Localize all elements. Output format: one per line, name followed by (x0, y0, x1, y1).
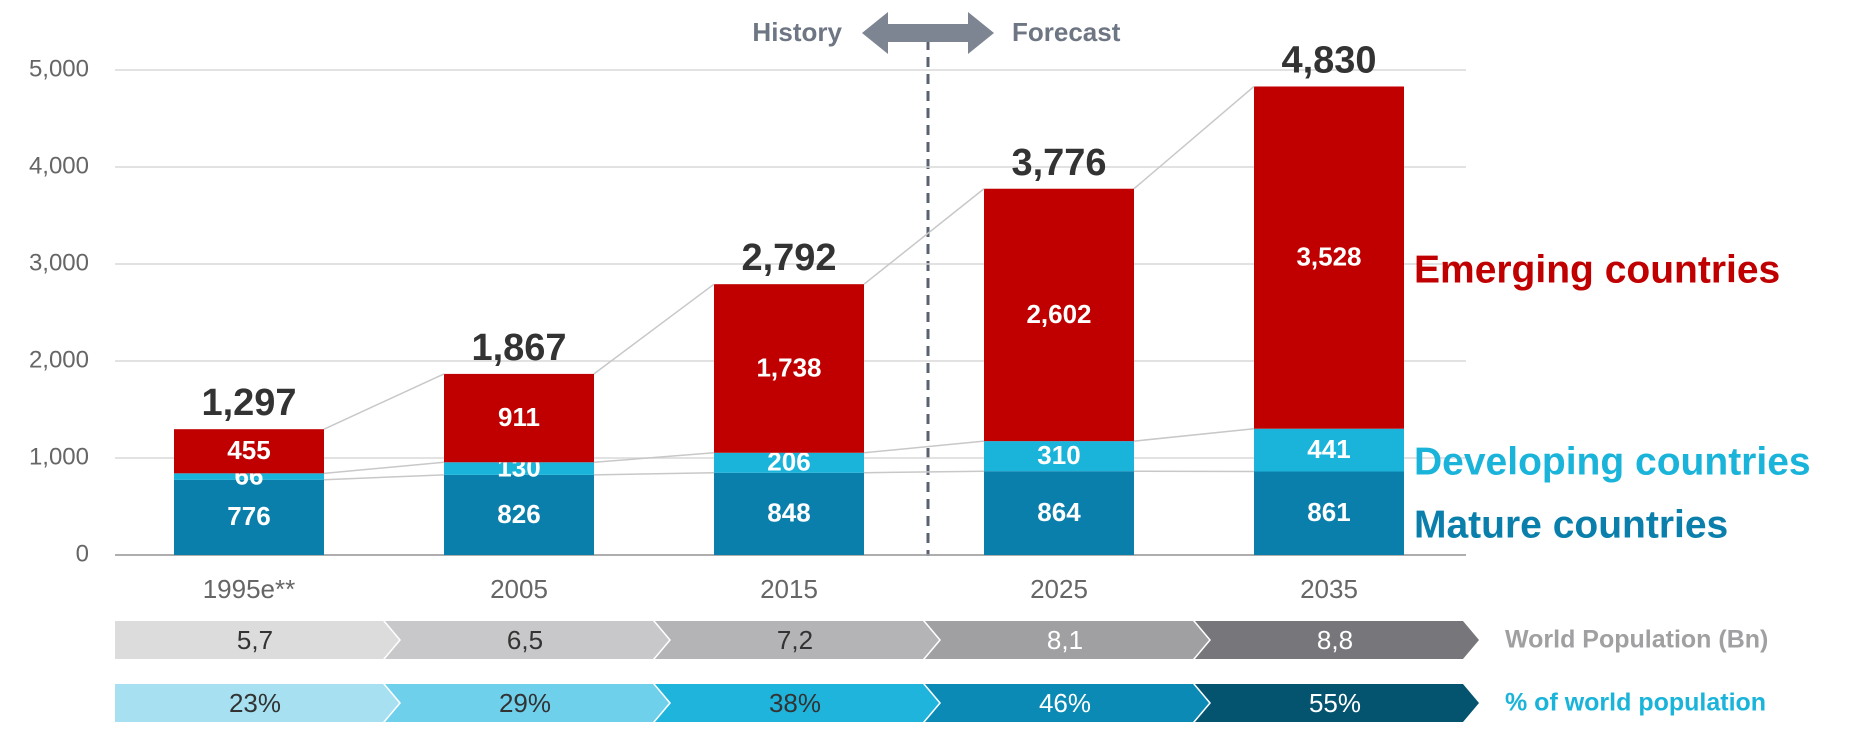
bar-value-label: 826 (497, 499, 540, 529)
x-tick-label: 1995e** (203, 574, 296, 604)
connector-line (593, 283, 715, 375)
series-label: Developing countries (1414, 440, 1811, 483)
y-tick-label: 3,000 (29, 249, 89, 276)
chevron (385, 684, 669, 722)
connector-line (593, 452, 715, 464)
row-value-label: 5,7 (237, 625, 273, 655)
connector-line (323, 373, 445, 430)
bar-segment (174, 429, 324, 474)
connector-line (863, 470, 985, 474)
bar-value-label: 911 (498, 402, 540, 432)
series-label: Mature countries (1414, 503, 1728, 546)
chevron (115, 684, 399, 722)
y-tick-label: 4,000 (29, 152, 89, 179)
arrow (862, 12, 994, 54)
bar-value-label: 776 (227, 501, 270, 531)
connector-line (593, 471, 715, 476)
series-label: Emerging countries (1414, 248, 1780, 291)
bar-segment (444, 462, 594, 475)
connector-line (323, 474, 445, 481)
total-label: 4,830 (1281, 40, 1376, 82)
bar-segment (1254, 428, 1404, 472)
chevron (1195, 621, 1479, 659)
row-value-label: 8,1 (1047, 625, 1083, 655)
total-label: 1,297 (201, 382, 296, 424)
bar-segment (174, 479, 324, 555)
row-value-label: 7,2 (777, 625, 813, 655)
forecast-label: Forecast (1012, 17, 1121, 47)
y-tick-label: 5,000 (29, 55, 89, 82)
x-tick-label: 2005 (490, 574, 548, 604)
chevron (655, 684, 939, 722)
row-value-label: 29% (499, 688, 551, 718)
bar-segment (984, 471, 1134, 555)
connector-line (1133, 427, 1255, 442)
row-value-label: 38% (769, 688, 821, 718)
row-value-label: 55% (1309, 688, 1361, 718)
x-tick-label: 2035 (1300, 574, 1358, 604)
connector-line (863, 440, 985, 454)
bar-segment (444, 373, 594, 463)
chevron (655, 621, 939, 659)
chevron (385, 621, 669, 659)
row-value-label: 8,8 (1317, 625, 1353, 655)
row-value-label: 46% (1039, 688, 1091, 718)
bar-segment (984, 188, 1134, 442)
row-value-label: 6,5 (507, 625, 543, 655)
y-tick-label: 2,000 (29, 346, 89, 373)
bar-segment (714, 472, 864, 555)
total-label: 3,776 (1011, 142, 1106, 184)
bar-value-label: 848 (767, 498, 810, 528)
history-label: History (752, 17, 842, 47)
chevron (925, 621, 1209, 659)
row-label: % of world population (1505, 689, 1766, 717)
bar-segment (1254, 86, 1404, 429)
bar-value-label: 1,738 (756, 352, 821, 382)
bar-segment (714, 284, 864, 453)
chevron (115, 621, 399, 659)
row-label: World Population (Bn) (1505, 626, 1768, 654)
bar-segment (1254, 471, 1404, 555)
bar-value-label: 455 (227, 435, 270, 465)
bar-value-label: 861 (1307, 497, 1350, 527)
y-tick-label: 1,000 (29, 443, 89, 470)
connector-line (1133, 85, 1255, 190)
connector-line (863, 188, 985, 285)
bar-value-label: 3,528 (1296, 241, 1361, 271)
bar-segment (714, 452, 864, 473)
x-tick-label: 2015 (760, 574, 818, 604)
bar-value-label: 441 (1307, 434, 1350, 464)
row-value-label: 23% (229, 688, 281, 718)
bar-value-label: 310 (1037, 440, 1080, 470)
chevron (1195, 684, 1479, 722)
bar-segment (444, 474, 594, 555)
chevron (925, 684, 1209, 722)
bar-value-label: 2,602 (1026, 299, 1091, 329)
bar-value-label: 864 (1037, 497, 1081, 527)
bar-segment (174, 473, 324, 480)
y-tick-label: 0 (76, 540, 89, 567)
connector-line (323, 461, 445, 475)
total-label: 2,792 (741, 237, 836, 279)
bar-segment (984, 441, 1134, 472)
total-label: 1,867 (471, 327, 566, 369)
x-tick-label: 2025 (1030, 574, 1088, 604)
